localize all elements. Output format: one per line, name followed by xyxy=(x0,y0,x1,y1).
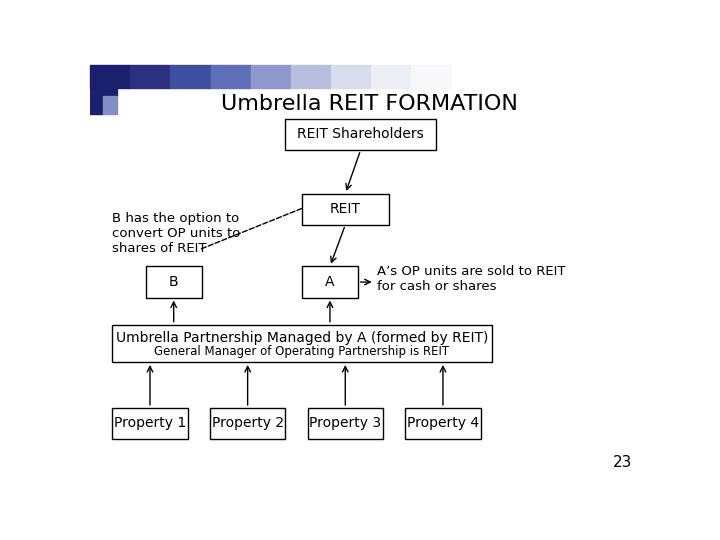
Bar xyxy=(302,194,389,225)
Text: Property 4: Property 4 xyxy=(407,416,479,430)
Bar xyxy=(90,65,130,87)
Bar xyxy=(90,97,104,114)
Bar xyxy=(372,65,411,87)
Text: A’s OP units are sold to REIT
for cash or shares: A’s OP units are sold to REIT for cash o… xyxy=(377,265,566,293)
Text: B: B xyxy=(169,275,179,289)
Bar xyxy=(331,65,372,87)
Bar xyxy=(291,65,331,87)
Bar xyxy=(411,65,451,87)
Bar xyxy=(285,119,436,150)
Bar xyxy=(104,97,117,114)
Bar xyxy=(130,65,171,87)
Text: Umbrella REIT FORMATION: Umbrella REIT FORMATION xyxy=(220,94,518,114)
Text: Umbrella Partnership Managed by A (formed by REIT): Umbrella Partnership Managed by A (forme… xyxy=(116,331,488,345)
Text: Property 1: Property 1 xyxy=(114,416,186,430)
Bar xyxy=(171,65,210,87)
Bar xyxy=(112,408,188,439)
Bar xyxy=(307,408,383,439)
Bar xyxy=(405,408,481,439)
Bar xyxy=(145,266,202,298)
Text: 23: 23 xyxy=(613,455,633,470)
Text: REIT Shareholders: REIT Shareholders xyxy=(297,127,424,141)
Bar xyxy=(90,73,117,96)
Bar xyxy=(210,408,285,439)
Bar xyxy=(451,65,492,87)
Bar xyxy=(251,65,291,87)
Bar xyxy=(302,266,358,298)
Text: Property 3: Property 3 xyxy=(309,416,382,430)
Text: General Manager of Operating Partnership is REIT: General Manager of Operating Partnership… xyxy=(155,345,449,358)
Text: Property 2: Property 2 xyxy=(212,416,284,430)
Bar xyxy=(210,65,251,87)
Text: B has the option to
convert OP units to
shares of REIT: B has the option to convert OP units to … xyxy=(112,212,240,255)
Text: A: A xyxy=(325,275,335,289)
Text: REIT: REIT xyxy=(330,202,361,217)
Bar xyxy=(112,325,492,362)
